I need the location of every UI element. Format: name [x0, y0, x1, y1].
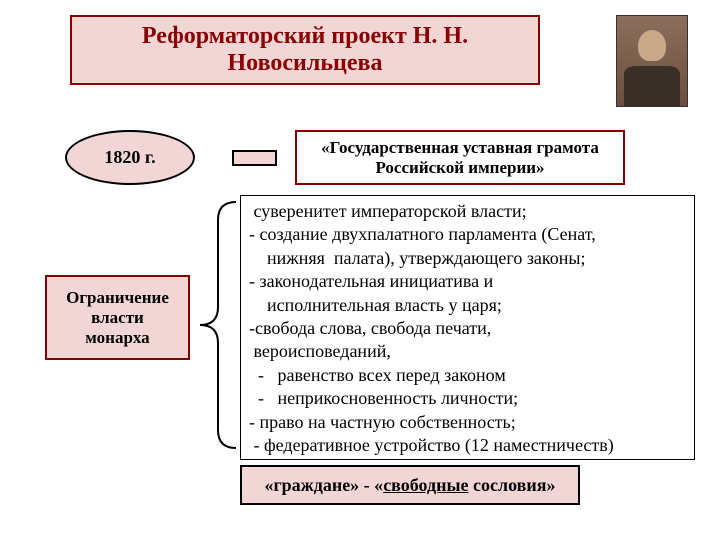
curly-brace — [198, 200, 238, 450]
citizens-text: «граждане» - «свободные сословия» — [264, 475, 555, 496]
portrait-image — [616, 15, 688, 107]
provision-item: - законодательная инициатива и — [249, 270, 686, 293]
limitation-line2: власти — [91, 308, 144, 328]
provision-item: нижняя палата), утверждающего законы; — [249, 247, 686, 270]
provision-item: исполнительная власть у царя; — [249, 294, 686, 317]
provisions-box: суверенитет императорской власти;- созда… — [240, 195, 695, 460]
charter-box: «Государственная уставная грамота Россий… — [295, 130, 625, 185]
title-line1: Реформаторский проект Н. Н. — [142, 23, 468, 50]
provision-item: вероисповеданий, — [249, 340, 686, 363]
year-text: 1820 г. — [104, 147, 155, 168]
provision-item: суверенитет императорской власти; — [249, 200, 686, 223]
provision-item: - неприкосновенность личности; — [249, 387, 686, 410]
limitation-line3: монарха — [85, 328, 149, 348]
provisions-list: суверенитет императорской власти;- созда… — [249, 200, 686, 457]
limitation-box: Ограничение власти монарха — [45, 275, 190, 360]
provision-item: - равенство всех перед законом — [249, 364, 686, 387]
provision-item: - право на частную собственность; — [249, 411, 686, 434]
provision-item: -свобода слова, свобода печати, — [249, 317, 686, 340]
limitation-line1: Ограничение — [66, 288, 169, 308]
citizens-box: «граждане» - «свободные сословия» — [240, 465, 580, 505]
charter-line2: Российской империи» — [375, 158, 544, 178]
provision-item: - федеративное устройство (12 наместниче… — [249, 434, 686, 457]
connector-rect — [232, 150, 277, 166]
year-ellipse: 1820 г. — [65, 130, 195, 185]
charter-line1: «Государственная уставная грамота — [321, 138, 599, 158]
provision-item: - создание двухпалатного парламента (Сен… — [249, 223, 686, 246]
title-line2: Новосильцева — [228, 50, 383, 77]
title-box: Реформаторский проект Н. Н. Новосильцева — [70, 15, 540, 85]
